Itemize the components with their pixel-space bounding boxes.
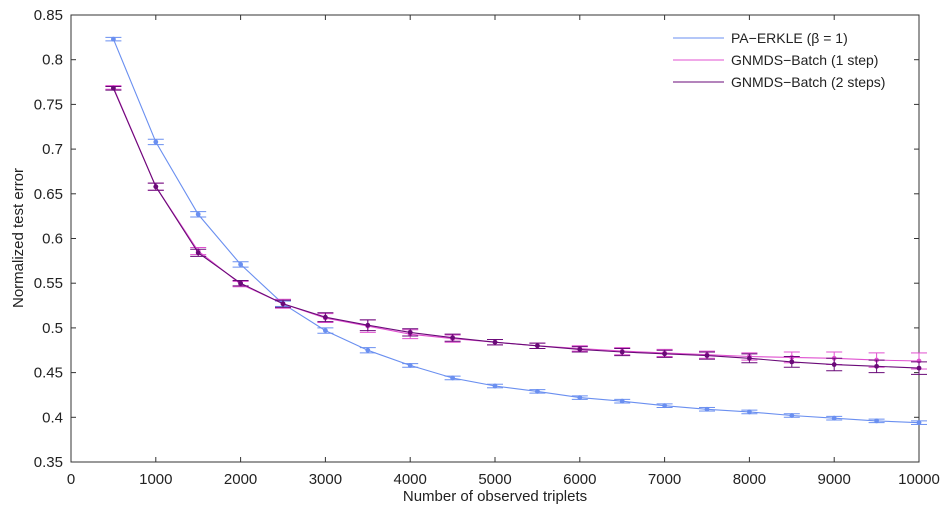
data-point [662,351,667,357]
x-tick-label: 1000 [139,471,172,488]
y-tick-label: 0.45 [34,365,63,382]
legend-item: GNMDS−Batch (2 steps) [673,74,885,90]
y-tick-label: 0.6 [42,231,63,248]
data-point [916,420,922,426]
data-point [492,383,498,389]
data-point [323,314,328,320]
data-point [619,398,625,404]
legend-label: PA−ERKLE (β = 1) [731,30,848,46]
series-line [112,87,920,362]
y-tick-label: 0.55 [34,275,63,292]
x-tick-label: 2000 [224,471,257,488]
data-point [747,409,752,415]
y-tick-label: 0.4 [42,409,63,426]
data-point [831,362,837,367]
series-0 [105,36,927,426]
legend-item: GNMDS−Batch (1 step) [673,52,878,68]
x-tick-label: 10000 [898,471,940,488]
data-point [789,413,795,418]
data-point [747,355,752,361]
data-point [153,184,159,190]
legend-item: PA−ERKLE (β = 1) [673,30,848,46]
data-point [535,343,540,349]
x-tick-label: 3000 [309,471,342,488]
x-axis-label: Number of observed triplets [403,488,587,505]
data-point [365,322,371,328]
data-point [111,36,116,42]
data-point [111,85,116,91]
data-point [831,415,837,421]
data-point [238,262,244,267]
y-tick-label: 0.85 [34,7,63,24]
x-tick-label: 9000 [818,471,851,488]
data-point [577,395,583,401]
x-tick-label: 6000 [563,471,596,488]
data-point [916,365,922,371]
data-point [662,403,667,409]
data-point [407,329,413,335]
y-tick-label: 0.5 [42,320,63,337]
data-point [407,363,413,368]
x-tick-label: 5000 [478,471,511,488]
data-point [704,353,710,359]
x-tick-label: 4000 [394,471,427,488]
y-tick-label: 0.65 [34,186,63,203]
y-axis-label: Normalized test error [10,168,27,308]
y-axis: 0.35 0.4 0.45 0.5 0.55 0.6 0.65 0.7 0.75 0.8 0.85 [34,7,919,471]
x-tick-label: 7000 [648,471,681,488]
series-1 [105,85,927,370]
data-point [577,346,583,352]
data-point [874,363,879,369]
y-tick-label: 0.8 [42,52,63,69]
legend-label: GNMDS−Batch (2 steps) [731,74,885,90]
data-point [238,280,244,286]
data-point [450,375,455,381]
data-point [450,335,455,341]
y-tick-label: 0.75 [34,96,63,113]
series-2 [105,85,927,375]
data-point [704,406,710,412]
series-layer [105,36,927,426]
series-line [112,38,920,424]
y-tick-label: 0.7 [42,141,63,158]
x-axis: 0 1000 2000 3000 4000 5000 6000 7000 8000 9000 100… [67,15,940,488]
series-line [112,88,920,369]
data-point [789,359,795,365]
data-point [619,349,625,355]
data-point [280,301,286,307]
y-tick-label: 0.35 [34,454,63,471]
x-tick-label: 0 [67,471,75,488]
legend-label: GNMDS−Batch (1 step) [731,52,878,68]
data-point [492,339,498,345]
x-tick-label: 8000 [733,471,766,488]
data-point [365,347,371,353]
data-point [195,211,201,217]
legend: PA−ERKLE (β = 1) GNMDS−Batch (1 step) GNMD… [673,30,885,90]
data-point [535,388,540,394]
data-point [323,328,328,333]
data-point [874,418,879,424]
data-point [195,250,201,256]
data-point [153,139,159,145]
